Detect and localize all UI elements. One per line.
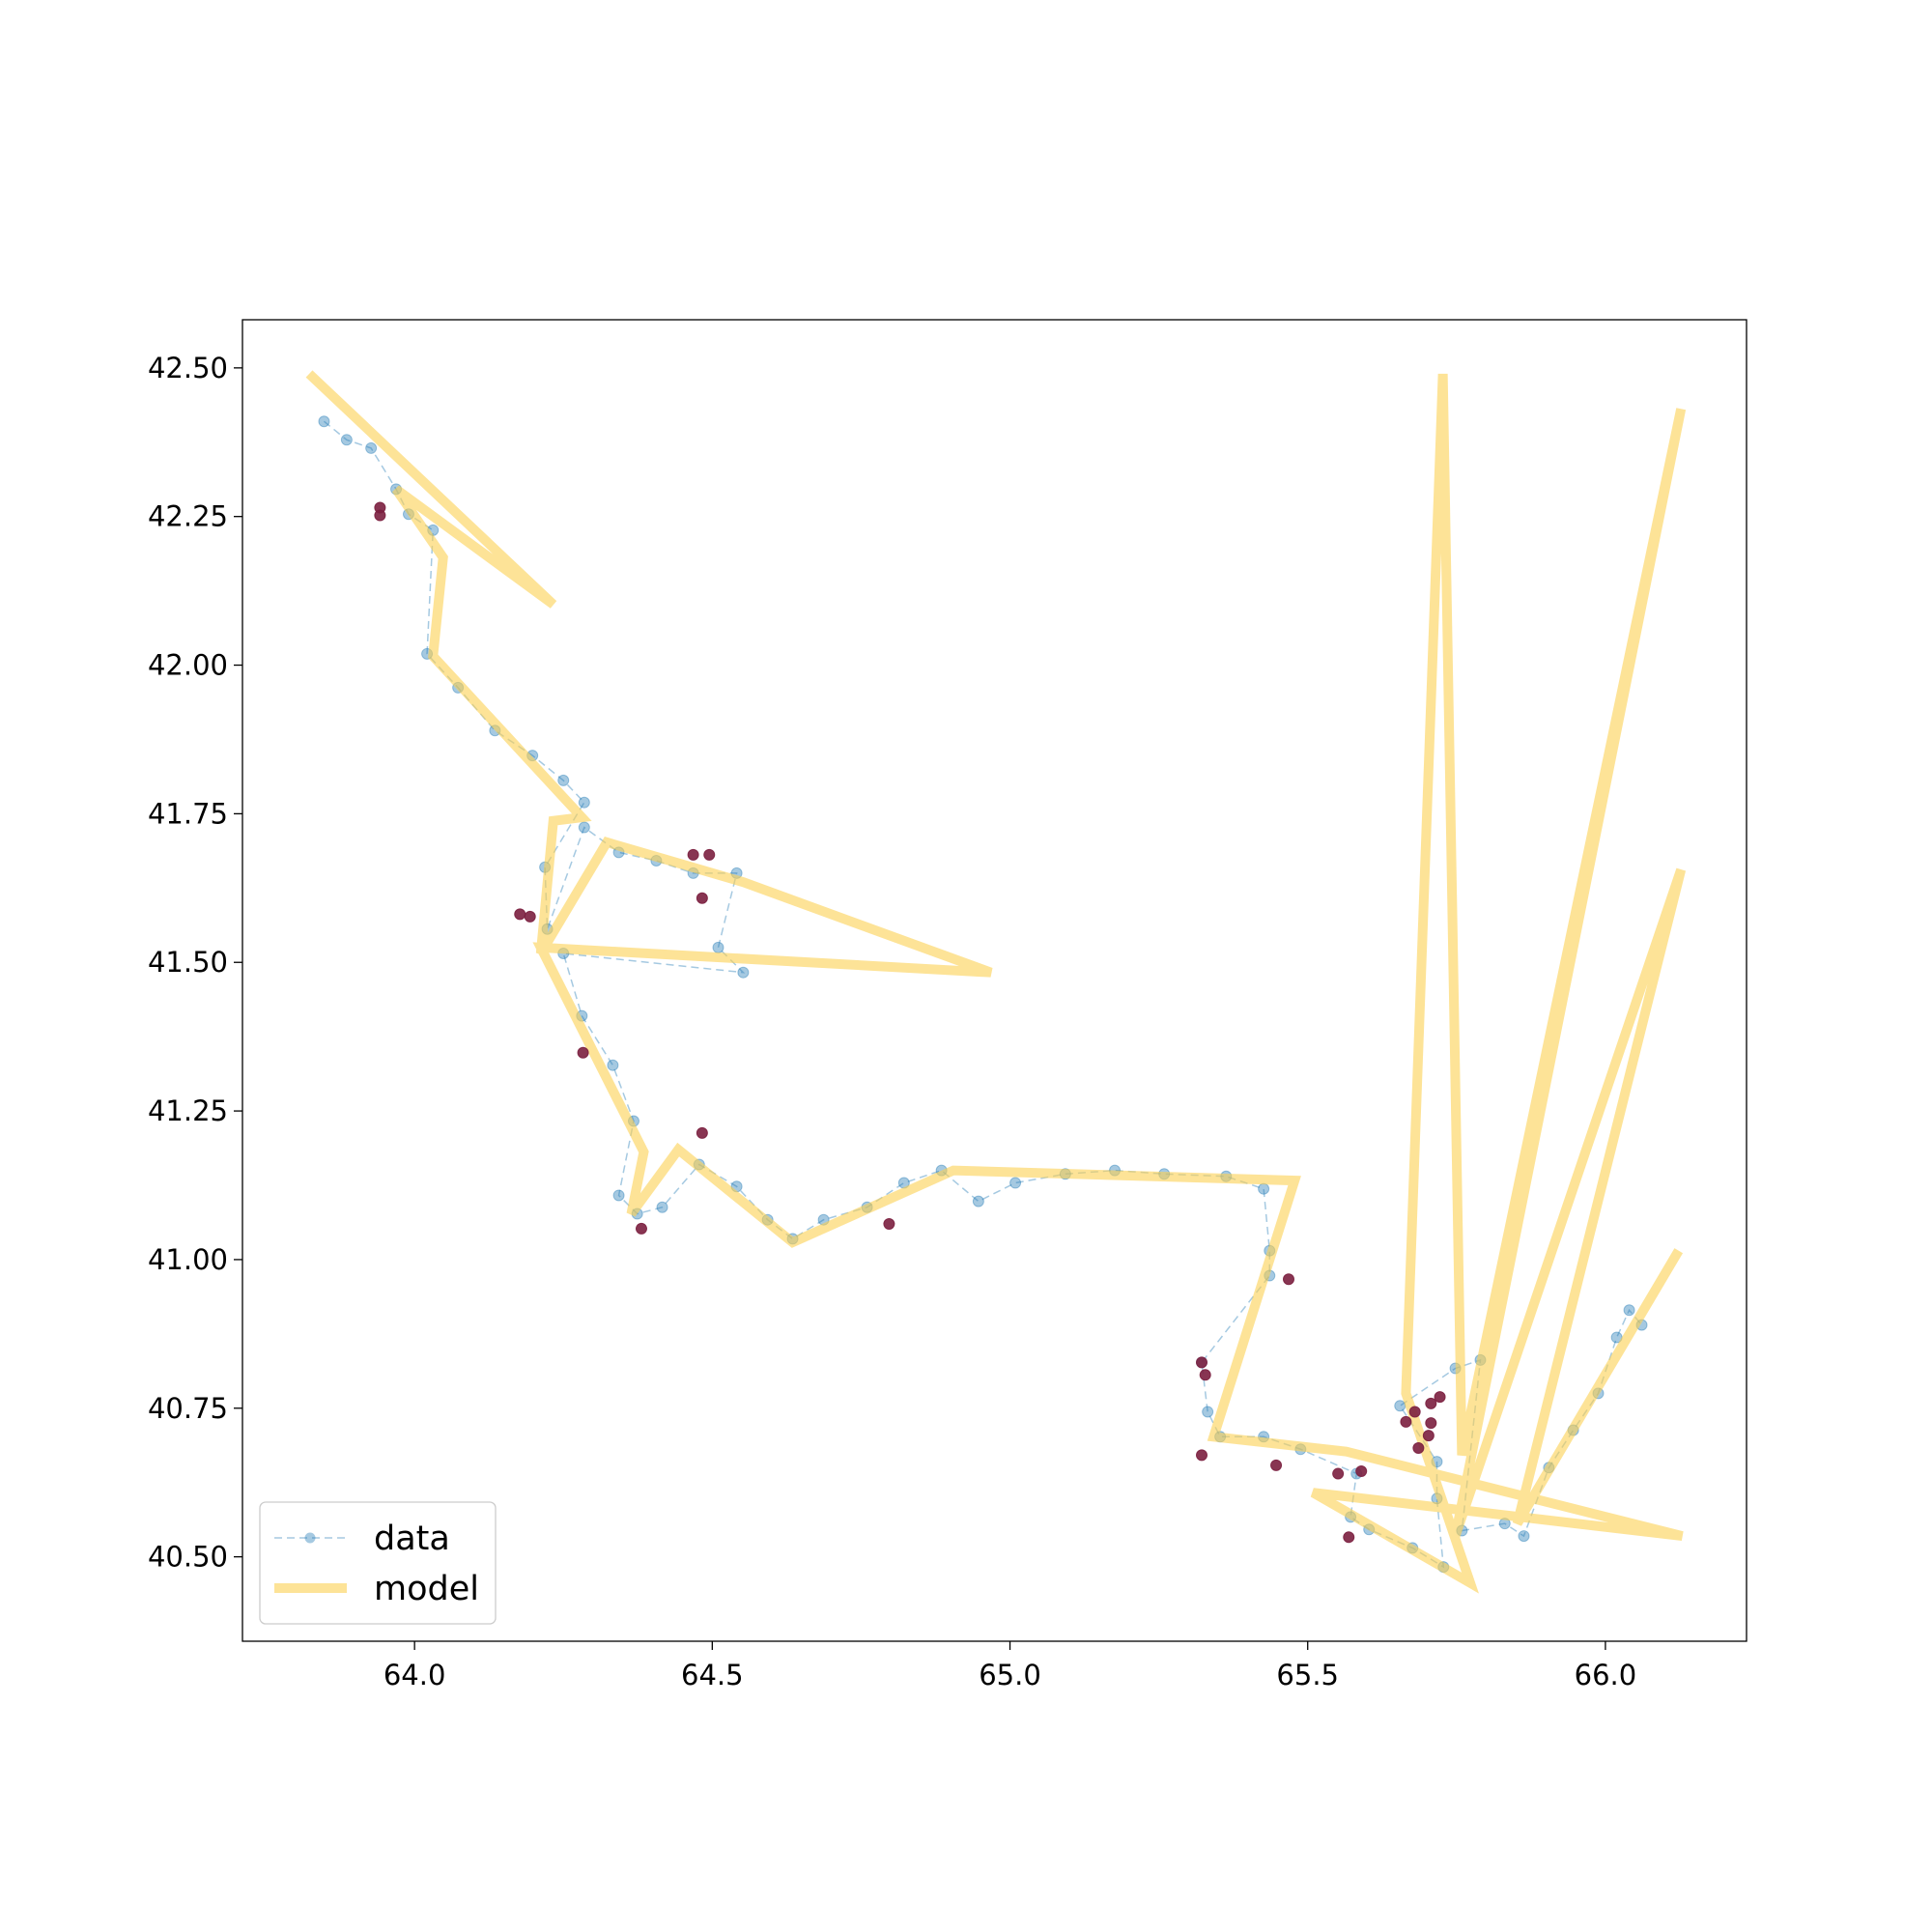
data-point	[1332, 1467, 1345, 1480]
data-point	[1400, 1415, 1412, 1428]
data-point	[883, 1218, 895, 1230]
y-tick-label: 42.50	[148, 352, 228, 384]
x-tick-label: 64.5	[681, 1659, 744, 1691]
data-point	[1408, 1406, 1421, 1418]
data-point	[712, 941, 724, 953]
data-point	[1518, 1530, 1530, 1543]
y-tick-label: 41.00	[148, 1243, 228, 1276]
data-point	[340, 434, 353, 446]
data-point	[1196, 1356, 1208, 1369]
legend-marker	[304, 1532, 316, 1544]
data-point	[696, 892, 708, 904]
x-tick-label: 66.0	[1575, 1659, 1637, 1691]
data-point	[365, 441, 378, 454]
y-tick-label: 41.25	[148, 1094, 228, 1127]
data-point	[1355, 1465, 1368, 1477]
data-point	[1412, 1442, 1425, 1454]
data-point	[737, 966, 750, 979]
y-tick-label: 41.50	[148, 946, 228, 979]
data-point	[318, 415, 330, 428]
data-point	[696, 1126, 708, 1139]
data-point	[1009, 1177, 1022, 1189]
data-point	[1258, 1182, 1270, 1195]
x-tick-label: 64.0	[384, 1659, 446, 1691]
data-point	[578, 821, 590, 834]
data-point	[1394, 1400, 1406, 1412]
y-tick-label: 40.75	[148, 1392, 228, 1425]
legend: data model	[259, 1501, 497, 1625]
plot-area	[305, 370, 1687, 1594]
axes-frame	[242, 319, 1747, 1642]
data-point	[1270, 1459, 1283, 1471]
data-point	[1434, 1391, 1446, 1404]
x-tick-label: 65.5	[1276, 1659, 1339, 1691]
data-point	[557, 774, 570, 786]
data-point	[612, 1189, 625, 1202]
data-point	[1199, 1369, 1211, 1381]
data-point	[972, 1195, 984, 1208]
data-point	[1196, 1449, 1208, 1462]
data-point	[577, 1046, 589, 1059]
series-line	[305, 370, 1687, 1594]
data-point	[1422, 1430, 1435, 1442]
legend-label: model	[374, 1570, 479, 1608]
data-point	[578, 796, 590, 809]
data-point	[687, 848, 699, 861]
data-point	[524, 910, 536, 923]
data-point	[1623, 1304, 1635, 1317]
data-point	[656, 1201, 668, 1213]
data-point	[1425, 1397, 1437, 1409]
data-point	[514, 908, 526, 921]
data-point	[635, 1222, 647, 1235]
data-point	[1202, 1406, 1214, 1418]
y-tick-label: 42.25	[148, 500, 228, 533]
y-tick-label: 42.00	[148, 649, 228, 682]
y-tick-label: 41.75	[148, 797, 228, 830]
legend-box	[259, 1501, 497, 1625]
x-tick-label: 65.0	[979, 1659, 1041, 1691]
data-point	[703, 848, 716, 861]
data-point	[1425, 1417, 1437, 1430]
legend-label: data	[374, 1520, 450, 1558]
data-point	[607, 1059, 619, 1071]
y-tick-label: 40.50	[148, 1541, 228, 1574]
data-point	[1343, 1531, 1355, 1544]
data-point	[1282, 1273, 1294, 1286]
data-point	[374, 509, 386, 522]
